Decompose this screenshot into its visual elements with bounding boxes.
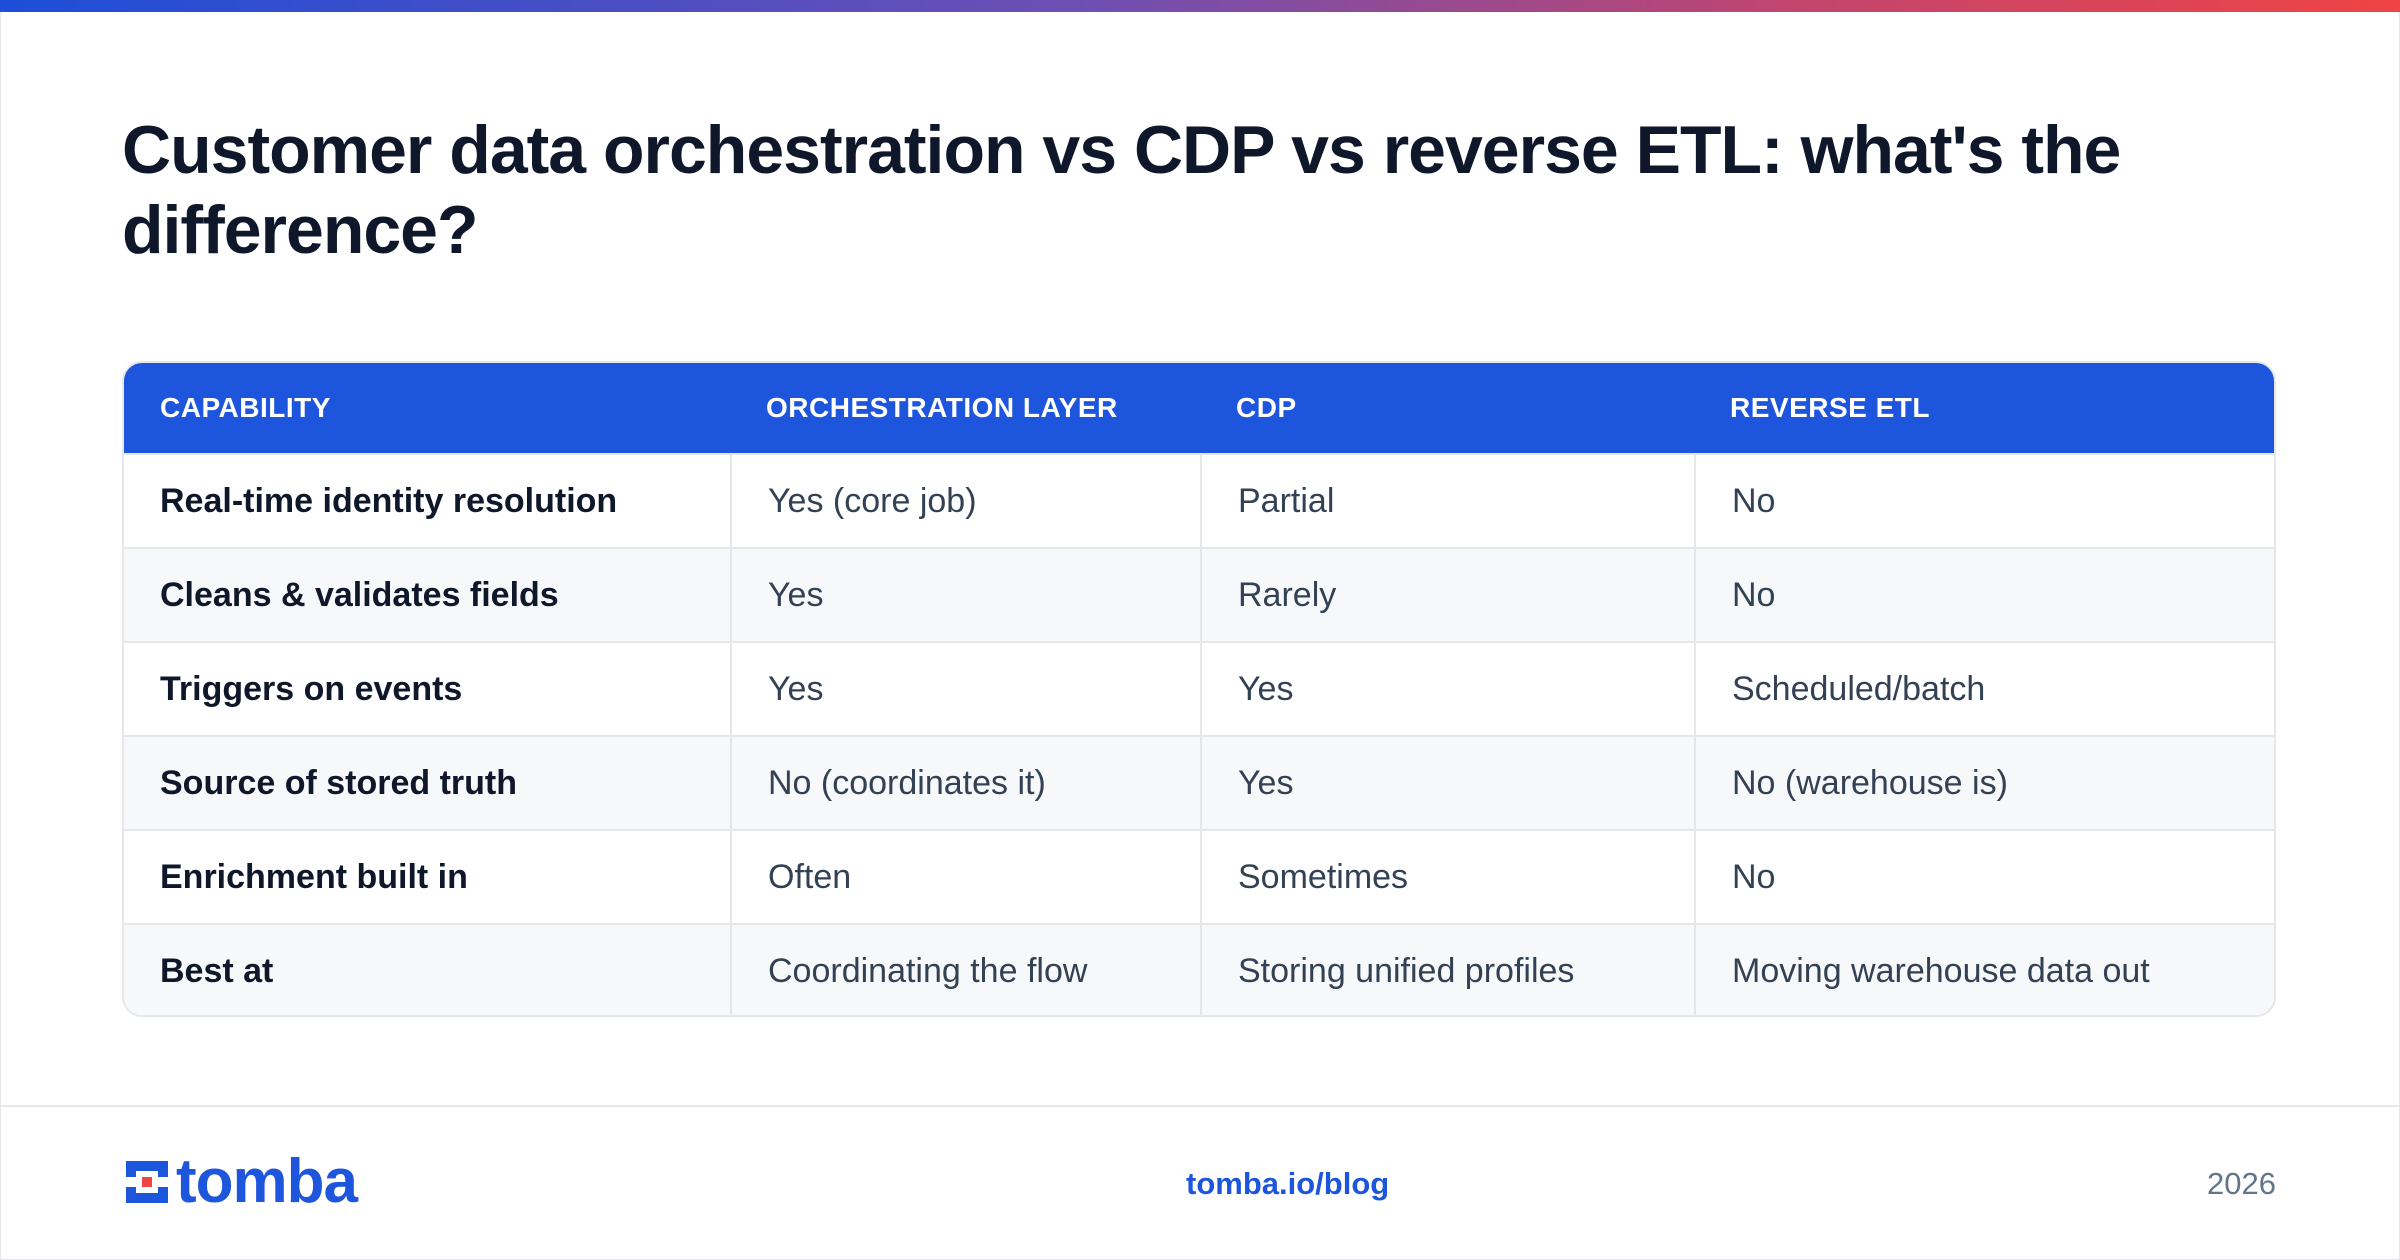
cdp-cell: Yes [1200,737,1694,829]
reverse-etl-cell: No (warehouse is) [1694,737,2274,829]
orchestration-cell: Coordinating the flow [730,925,1200,1015]
capability-cell: Cleans & validates fields [160,576,559,614]
capability-cell: Source of stored truth [160,764,518,802]
reverse-etl-cell: No [1694,549,2274,641]
comparison-table: CAPABILITY ORCHESTRATION LAYER CDP REVER… [122,361,2276,1017]
tomba-logo-icon [126,1161,168,1203]
reverse-etl-cell: No [1694,831,2274,923]
header-capability: CAPABILITY [160,392,331,423]
page-title: Customer data orchestration vs CDP vs re… [122,112,2121,268]
logo-wordmark: tomba [176,1147,358,1216]
blog-link[interactable]: tomba.io/blog [1186,1166,1390,1201]
reverse-etl-cell: No [1694,455,2274,547]
capability-cell: Triggers on events [160,670,463,708]
table-row: Real-time identity resolution Yes (core … [124,453,2274,547]
orchestration-cell: Often [730,831,1200,923]
cdp-cell: Yes [1200,643,1694,735]
tomba-logo: tomba [122,1147,382,1216]
capability-cell: Best at [160,952,274,990]
capability-cell: Enrichment built in [160,858,468,896]
reverse-etl-cell: Moving warehouse data out [1694,925,2274,1015]
cdp-cell: Sometimes [1200,831,1694,923]
reverse-etl-cell: Scheduled/batch [1694,643,2274,735]
orchestration-cell: Yes [730,643,1200,735]
header-orchestration-layer: ORCHESTRATION LAYER [766,392,1118,423]
table-header: CAPABILITY ORCHESTRATION LAYER CDP REVER… [124,363,2274,453]
cdp-cell: Rarely [1200,549,1694,641]
table-row: Best at Coordinating the flow Storing un… [124,923,2274,1015]
capability-cell: Real-time identity resolution [160,482,618,520]
cdp-cell: Partial [1200,455,1694,547]
table-row: Cleans & validates fields Yes Rarely No [124,547,2274,641]
orchestration-cell: Yes (core job) [730,455,1200,547]
footer-year: 2026 [2207,1166,2276,1201]
table-row: Enrichment built in Often Sometimes No [124,829,2274,923]
orchestration-cell: Yes [730,549,1200,641]
header-cdp: CDP [1236,392,1297,423]
orchestration-cell: No (coordinates it) [730,737,1200,829]
gradient-top-bar [0,0,2400,12]
footer-divider [0,1105,2400,1107]
table-row: Triggers on events Yes Yes Scheduled/bat… [124,641,2274,735]
cdp-cell: Storing unified profiles [1200,925,1694,1015]
table-row: Source of stored truth No (coordinates i… [124,735,2274,829]
header-reverse-etl: REVERSE ETL [1730,392,1930,423]
